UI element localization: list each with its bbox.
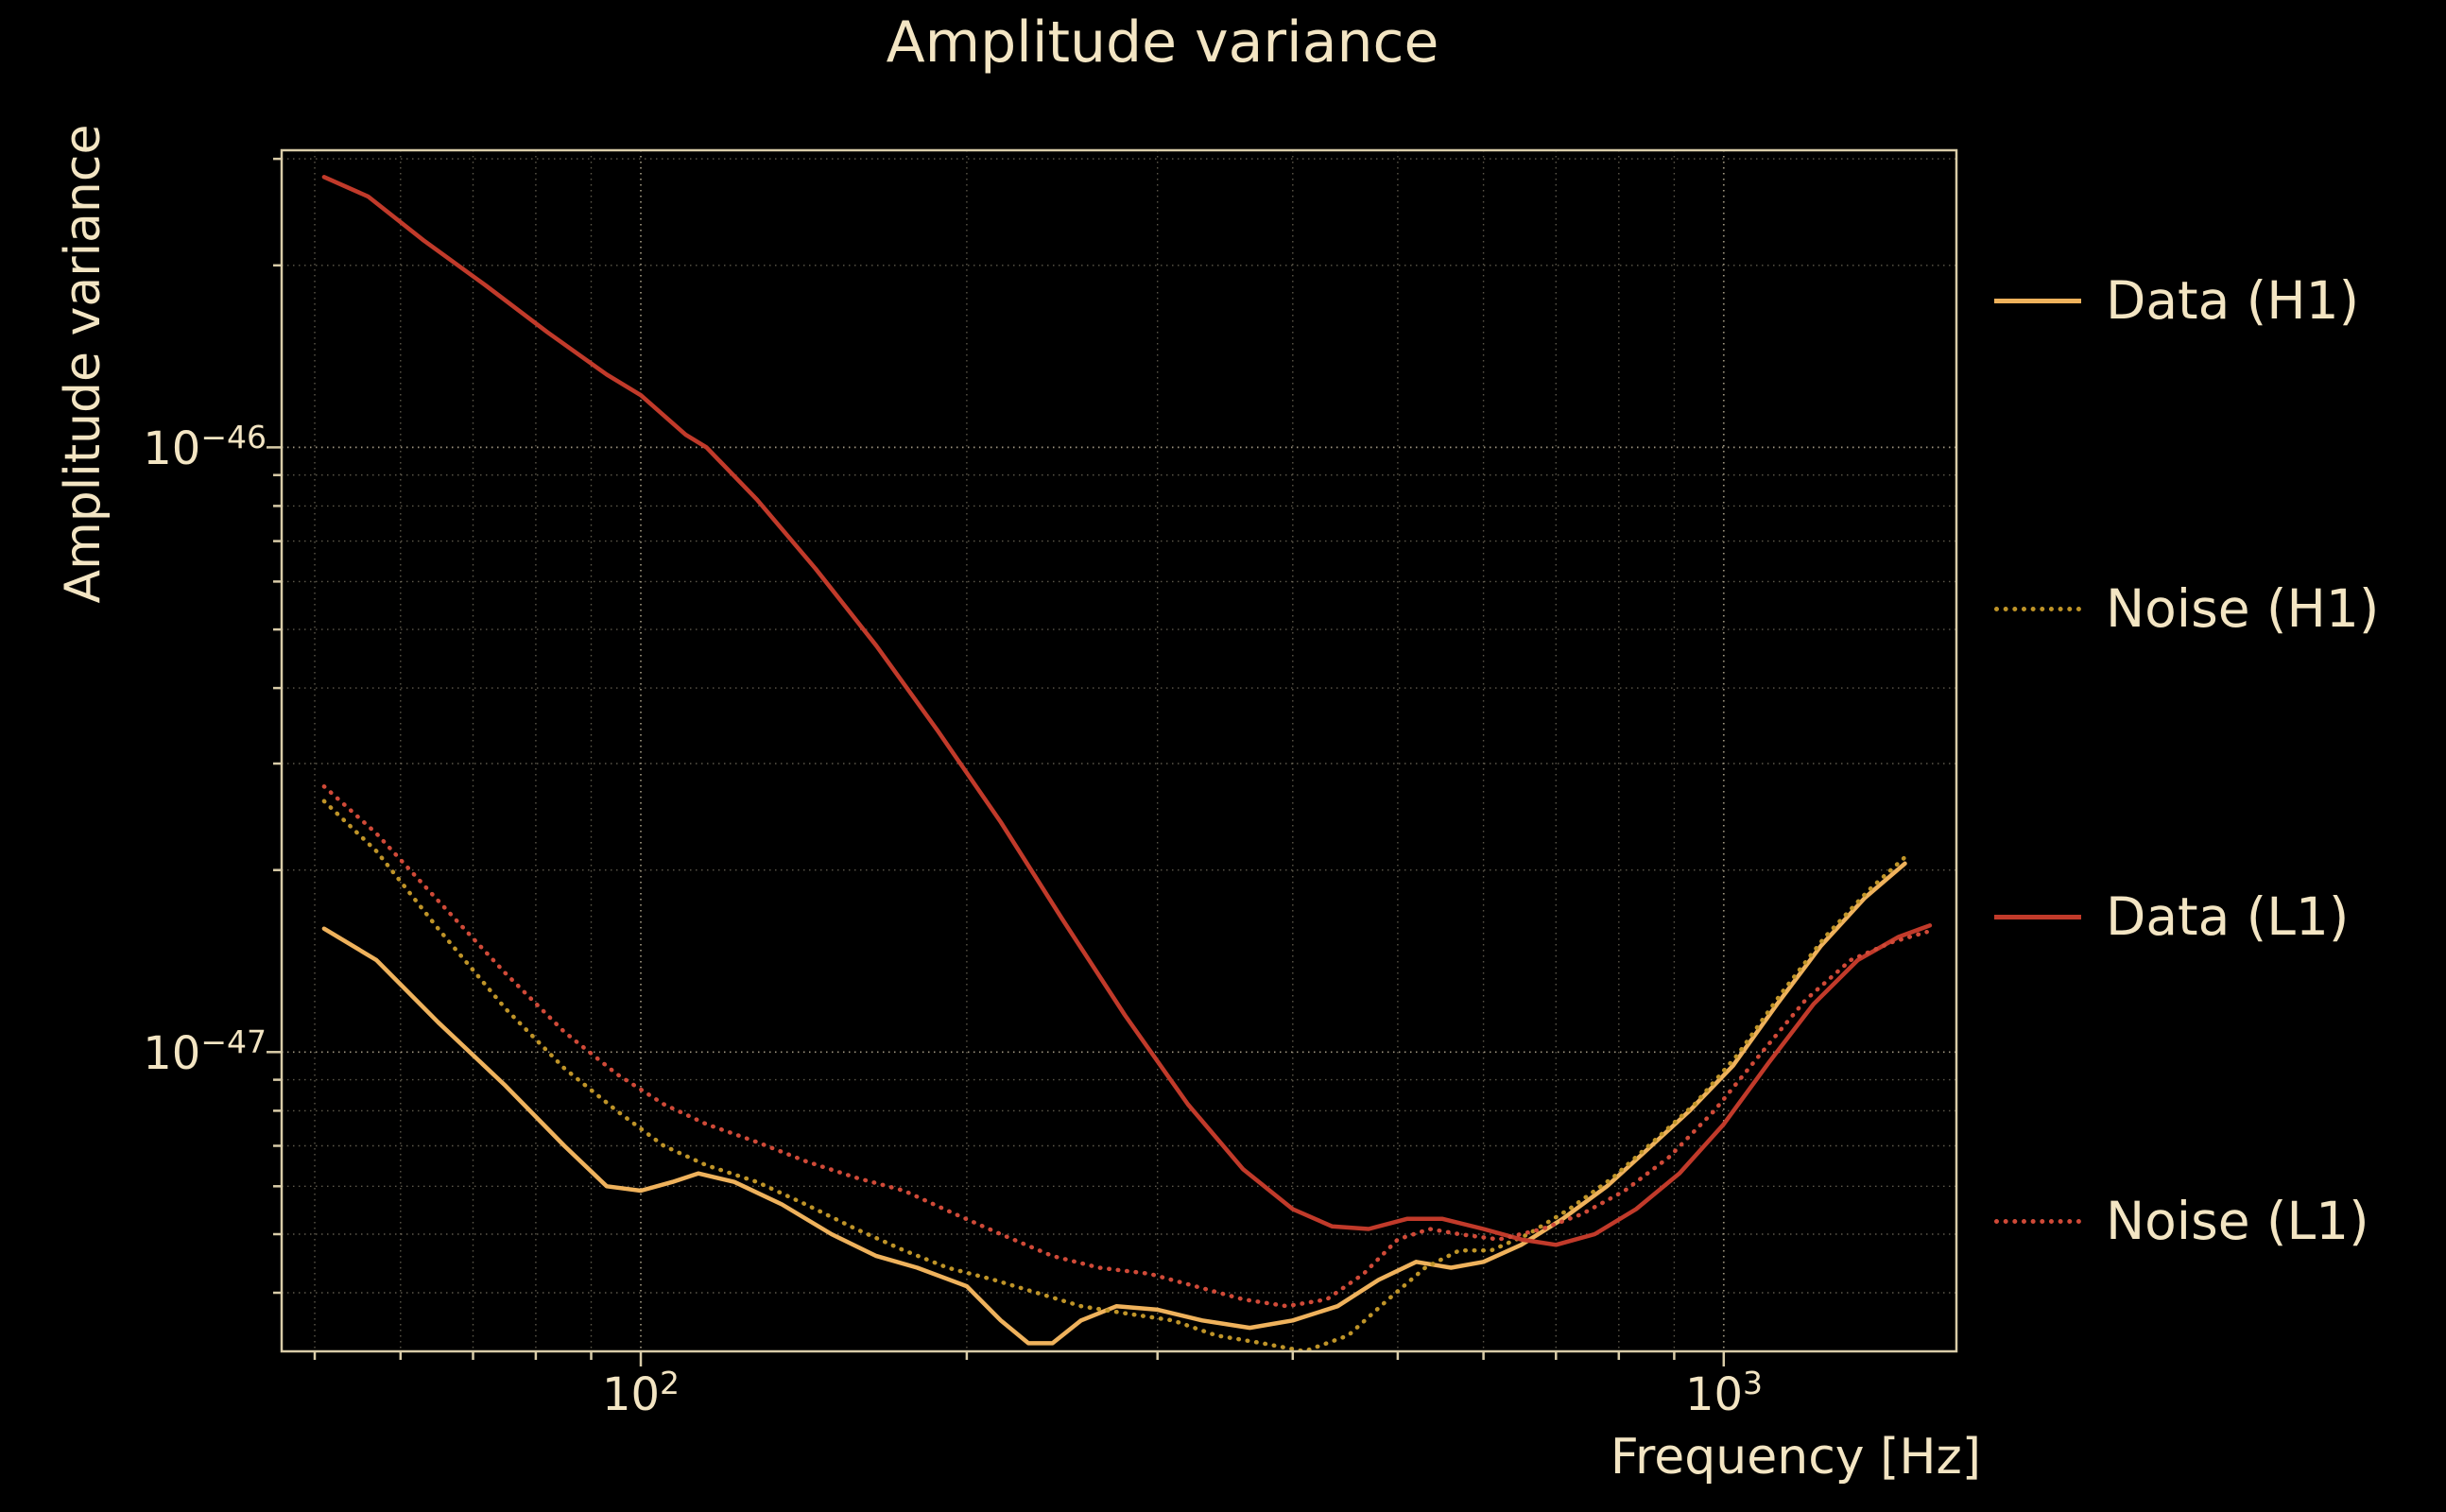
legend-line-sample-data-l1 <box>1994 914 2081 919</box>
legend-line-sample-noise-h1 <box>1994 606 2081 611</box>
x-tick-exponent: 3 <box>1743 1365 1764 1401</box>
series-noise-h1 <box>321 799 1907 1351</box>
y-axis-label: Amplitude variance <box>55 124 112 604</box>
legend-item-data-l1: Data (L1) <box>1994 886 2349 947</box>
x-axis-label: Frequency [Hz] <box>1610 1429 1982 1486</box>
series-group <box>321 175 1933 1351</box>
y-tick-base: 10 <box>143 1027 201 1080</box>
legend-item-noise-h1: Noise (H1) <box>1994 578 2379 639</box>
y-tick-exponent: −47 <box>200 1023 267 1060</box>
legend-label: Noise (H1) <box>2106 578 2380 639</box>
x-tick-base: 10 <box>601 1368 661 1421</box>
legend-item-noise-l1: Noise (L1) <box>1994 1191 2369 1251</box>
chart-title: Amplitude variance <box>886 9 1439 76</box>
x-tick-label-100: 102 <box>602 1365 680 1421</box>
legend-line-sample-data-h1 <box>1994 298 2081 303</box>
legend-label: Data (L1) <box>2106 886 2350 947</box>
y-tick-base: 10 <box>143 422 201 475</box>
y-tick-label-1e-47: 10−47 <box>143 1023 267 1080</box>
legend-item-data-h1: Data (H1) <box>1994 270 2359 331</box>
y-tick-exponent: −46 <box>200 419 267 455</box>
plot-frame <box>280 148 1958 1353</box>
legend-label: Noise (L1) <box>2106 1191 2369 1251</box>
x-tick-label-1000: 103 <box>1685 1365 1763 1421</box>
y-tick-label-1e-46: 10−46 <box>143 419 267 475</box>
legend-line-sample-noise-l1 <box>1994 1218 2081 1224</box>
x-tick-base: 10 <box>1684 1368 1744 1421</box>
series-data-l1 <box>321 175 1933 1247</box>
legend-label: Data (H1) <box>2106 270 2360 331</box>
series-data-h1 <box>321 861 1907 1346</box>
series-noise-l1 <box>321 783 1929 1309</box>
x-tick-exponent: 2 <box>660 1365 680 1401</box>
